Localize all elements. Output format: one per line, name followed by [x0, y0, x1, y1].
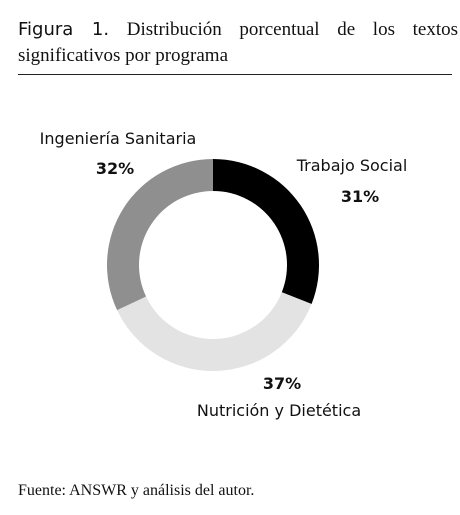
donut-chart: Ingeniería Sanitaria 32% Trabajo Social …	[40, 129, 408, 420]
donut-slices	[106, 159, 319, 371]
slice-value-trabajo-social: 31%	[341, 187, 379, 206]
donut-slice-2	[106, 159, 213, 311]
figure-source: Fuente: ANSWR y análisis del autor.	[18, 482, 255, 499]
donut-slice-0	[213, 159, 319, 305]
caption-divider	[18, 74, 452, 75]
slice-label-trabajo-social: Trabajo Social	[296, 156, 408, 175]
figure-title: Distribución porcentual de los textos si…	[18, 19, 459, 66]
figure-caption: Figura 1. Distribución porcentual de los…	[18, 17, 458, 69]
slice-value-ingenieria: 32%	[96, 159, 134, 178]
donut-slice-1	[117, 292, 312, 371]
slice-label-ingenieria: Ingeniería Sanitaria	[40, 129, 197, 148]
slice-value-nutricion: 37%	[263, 374, 301, 393]
figure-label: Figura 1.	[18, 19, 110, 40]
slice-label-nutricion: Nutrición y Dietética	[197, 401, 361, 420]
